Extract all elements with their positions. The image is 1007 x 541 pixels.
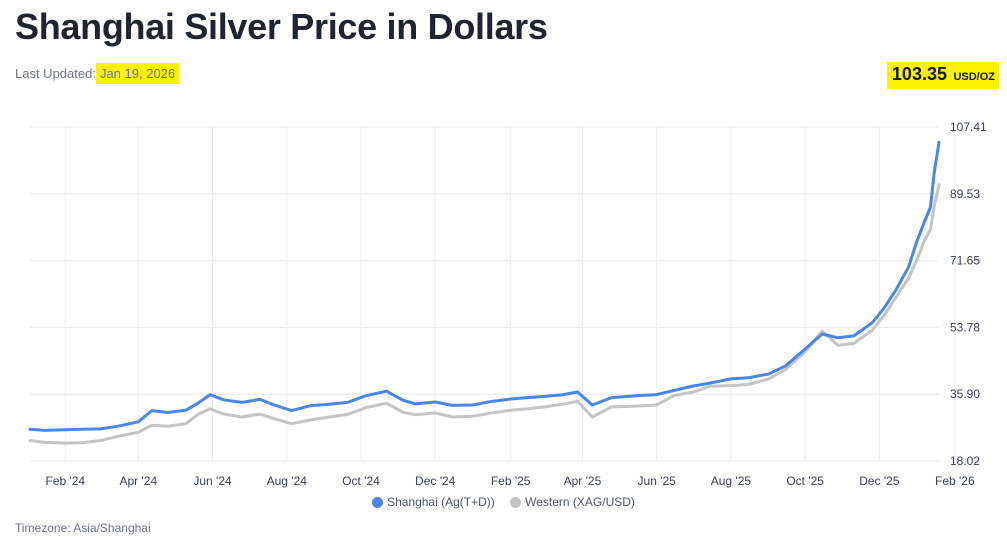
y-tick-label: 35.90 [950,387,980,401]
current-price-unit: USD/OZ [953,71,995,83]
last-updated-label: Last Updated: [15,66,96,81]
legend-item-western[interactable]: Western (XAG/USD) [510,495,635,509]
legend-label-western: Western (XAG/USD) [525,495,635,509]
current-price-value: 103.35 [891,64,947,84]
page-title: Shanghai Silver Price in Dollars [15,6,548,47]
last-updated: Last Updated: Jan 19, 2026 [15,63,180,84]
legend-dot-shanghai [372,497,384,508]
x-tick-label: Feb '25 [491,474,531,488]
legend-item-shanghai[interactable]: Shanghai (Ag(T+D)) [372,495,495,509]
series-line-western [28,183,941,445]
x-tick-label: Jun '25 [638,474,677,488]
chart-legend: Shanghai (Ag(T+D)) Western (XAG/USD) [0,495,1007,509]
grid-layer [30,126,956,462]
x-tick-label: Oct '24 [342,474,380,488]
y-tick-label: 107.41 [950,120,987,134]
legend-label-shanghai: Shanghai (Ag(T+D)) [387,495,495,509]
x-tick-label: Dec '24 [415,474,456,488]
timezone-note: Timezone: Asia/Shanghai [15,521,151,535]
x-tick-label: Apr '25 [564,474,602,488]
x-tick-label: Feb '26 [935,474,975,488]
x-tick-label: Apr '24 [119,474,157,488]
y-axis: 18.02 35.90 53.78 71.65 89.53 107.41 [950,120,987,468]
series-line-shanghai [28,140,941,432]
y-tick-label: 53.78 [950,320,980,334]
x-tick-label: Dec '25 [859,474,900,488]
x-axis: Feb '24 Apr '24 Jun '24 Aug '24 Oct '24 Dec '… [45,474,975,488]
legend-dot-western [510,497,522,508]
x-tick-label: Oct '25 [786,474,824,488]
x-tick-label: Jun '24 [193,474,232,488]
x-tick-label: Aug '25 [711,474,752,488]
last-updated-date: Jan 19, 2026 [95,63,180,84]
x-tick-label: Aug '24 [267,474,308,488]
y-tick-label: 18.02 [950,454,980,468]
y-tick-label: 71.65 [950,254,980,268]
series-layer [28,140,941,445]
current-price-badge: 103.35 USD/OZ [886,62,999,89]
y-tick-label: 89.53 [950,187,980,201]
x-tick-label: Feb '24 [45,474,85,488]
